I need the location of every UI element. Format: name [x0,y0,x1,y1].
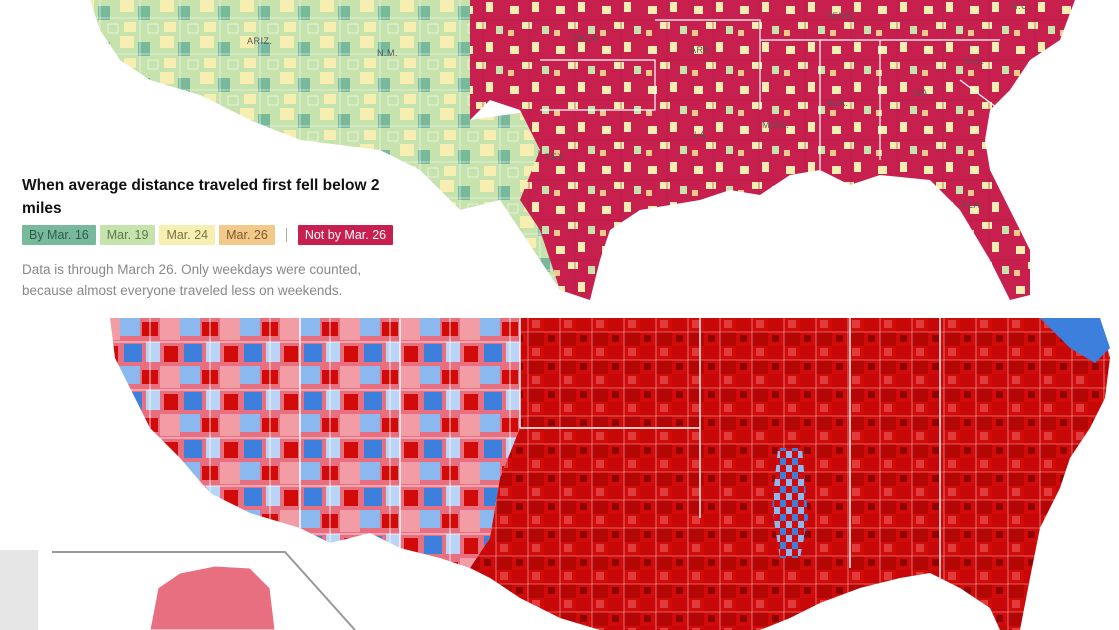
legend-divider [285,228,287,242]
state-label-ariz: ARIZ. [247,36,273,46]
distance-map-canvas: ARIZ. N.M. OKLA. ARK. TENN. N.C. S.C. GA… [90,0,1075,300]
legend-title: When average distance traveled first fel… [22,177,380,217]
legend-swatch-not-by-mar-26: Not by Mar. 26 [297,225,394,245]
legend-swatch-mar-26: Mar. 26 [219,225,275,245]
west-region [110,318,520,568]
election-map-canvas [52,318,1110,630]
state-label-fla: FLA. [962,200,983,210]
state-label-tenn: TENN. [826,11,856,21]
state-label-la: LA. [694,130,709,140]
map-legend: When average distance traveled first fel… [22,174,422,301]
legend-swatches: By Mar. 16 Mar. 19 Mar. 24 Mar. 26 Not b… [22,225,422,245]
state-borders-bottom [299,318,941,578]
state-label-nm: N.M. [377,48,398,58]
legend-swatch-by-mar-16: By Mar. 16 [22,225,96,245]
state-label-nc: N.C. [1011,1,1031,11]
state-label-ark: ARK. [690,45,713,55]
state-label-miss: MISS. [762,120,789,130]
alaska-shape [149,565,276,630]
legend-swatch-mar-24: Mar. 24 [159,225,216,245]
election-map [0,318,1119,630]
state-label-ga: GA. [914,88,931,98]
legend-note: Data is through March 26. Only weekdays … [22,262,362,298]
state-label-okla: OKLA. [572,33,601,43]
state-label-sc: S.C. [965,56,985,66]
southwest-region [90,0,470,150]
inset-panel [0,550,38,630]
alaska-inset-frame [52,551,356,630]
southeast-region [470,0,1075,300]
legend-swatch-mar-19: Mar. 19 [99,225,156,245]
distance-map: ARIZ. N.M. OKLA. ARK. TENN. N.C. S.C. GA… [22,0,1075,301]
delta-region [772,448,808,558]
state-label-tex: TEX. [545,152,567,162]
texas-west-region [300,110,600,300]
northeast-blue-cluster [1040,318,1110,363]
state-label-ala: ALA. [827,98,849,108]
state-borders [540,19,1001,170]
